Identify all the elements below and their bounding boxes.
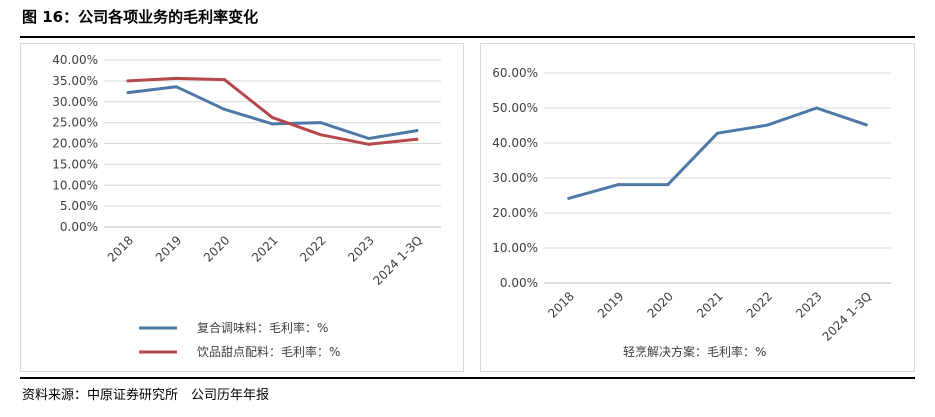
x-tick-label: 2021: [694, 289, 725, 320]
x-tick-label: 2018: [105, 233, 136, 264]
legend-label: 饮品甜点配料：毛利率：%: [197, 344, 340, 359]
top-divider: [20, 36, 915, 38]
chart-left-svg: 0.00% 5.00% 10.00% 15.00% 20.00% 25.00% 30.00%…: [52, 53, 441, 359]
y-tick-label: 10.00%: [492, 241, 538, 255]
y-tick-label: 50.00%: [492, 101, 538, 115]
y-tick-label: 40.00%: [492, 136, 538, 150]
y-tick-label: 20.00%: [492, 206, 538, 220]
legend-label: 轻烹解决方案：毛利率：%: [623, 344, 766, 359]
data-point: [415, 137, 419, 141]
series-line-1: [567, 106, 868, 200]
y-tick-label: 10.00%: [52, 178, 98, 192]
x-tick-label: 2024 1-3Q: [370, 233, 425, 288]
data-point: [864, 123, 868, 127]
y-tick-label: 30.00%: [52, 95, 98, 109]
data-point: [815, 106, 819, 110]
source-note: 资料来源：中原证券研究所 公司历年年报: [22, 388, 270, 403]
x-tick-label: 2023: [793, 289, 824, 320]
data-point: [415, 129, 419, 133]
x-tick-label: 2020: [645, 289, 676, 320]
y-tick-label: 15.00%: [52, 157, 98, 171]
data-point: [765, 123, 769, 127]
data-point: [666, 183, 670, 187]
bottom-divider: [20, 377, 915, 379]
data-point: [222, 78, 226, 82]
legend-label: 复合调味料：毛利率：%: [197, 320, 328, 335]
chart-panel-left: 0.00% 5.00% 10.00% 15.00% 20.00% 25.00% 30.00%…: [20, 43, 464, 372]
data-point: [126, 91, 130, 95]
y-tick-label: 30.00%: [492, 171, 538, 185]
y-tick-label: 20.00%: [52, 137, 98, 151]
y-tick-label: 25.00%: [52, 116, 98, 130]
y-tick-label: 0.00%: [500, 276, 538, 290]
data-point: [271, 122, 274, 126]
data-point: [367, 142, 371, 146]
series-line-1: [126, 85, 419, 140]
y-tick-label: 40.00%: [52, 53, 98, 67]
x-tick-label: 2022: [297, 233, 328, 264]
data-point: [319, 133, 323, 137]
x-tick-label: 2018: [545, 289, 576, 320]
data-point: [271, 116, 274, 120]
chart-panel-right: 0.00% 10.00% 20.00% 30.00% 40.00% 50.00% 60.00…: [480, 43, 915, 372]
data-point: [319, 121, 323, 125]
figure-title: 图 16：公司各项业务的毛利率变化: [22, 8, 259, 26]
x-tick-label: 2019: [595, 289, 626, 320]
x-tick-label: 2020: [201, 233, 232, 264]
x-tick-label: 2022: [744, 289, 775, 320]
y-tick-label: 5.00%: [60, 199, 98, 213]
data-point: [616, 183, 620, 187]
y-tick-label: 60.00%: [492, 66, 538, 80]
y-tick-label: 35.00%: [52, 74, 98, 88]
data-point: [126, 79, 130, 83]
x-tick-label: 2021: [249, 233, 280, 264]
x-tick-label: 2024 1-3Q: [820, 289, 875, 344]
chart-right-svg: 0.00% 10.00% 20.00% 30.00% 40.00% 50.00% 60.00…: [492, 66, 891, 359]
data-point: [567, 196, 571, 200]
x-tick-label: 2019: [153, 233, 184, 264]
y-tick-label: 0.00%: [60, 220, 98, 234]
x-tick-label: 2023: [345, 233, 376, 264]
data-point: [174, 85, 178, 89]
data-point: [174, 76, 178, 80]
data-point: [222, 107, 226, 111]
data-point: [367, 136, 371, 140]
data-point: [716, 131, 719, 135]
